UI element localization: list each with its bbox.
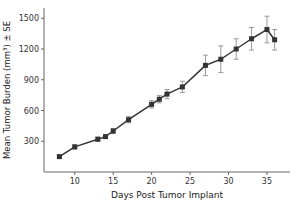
error-bar-path (57, 155, 62, 158)
data-point (249, 36, 254, 41)
data-point (126, 117, 131, 122)
error-bar (111, 128, 116, 133)
data-point (111, 129, 116, 134)
data-point (95, 137, 100, 142)
error-bar-path (126, 117, 131, 123)
data-point (272, 37, 277, 42)
y-tick-label: 600 (24, 107, 39, 116)
error-bar (149, 101, 154, 108)
y-axis-label: Mean Tumor Burden (mm³) ± SE (2, 21, 12, 159)
y-tick (41, 79, 44, 80)
data-point (72, 144, 77, 149)
x-tick-label: 10 (70, 177, 80, 186)
data-point (180, 84, 185, 89)
error-bar (72, 145, 77, 149)
y-tick (41, 110, 44, 111)
error-bar-path (249, 27, 254, 50)
y-tick (41, 18, 44, 19)
error-bar (103, 135, 108, 138)
error-bar-path (103, 135, 108, 138)
y-tick (41, 49, 44, 50)
data-point (264, 27, 269, 32)
y-tick-label: 1200 (19, 45, 39, 54)
x-tick-label: 25 (185, 177, 195, 186)
error-bar-path (72, 145, 77, 149)
error-bar (234, 39, 239, 60)
y-tick-label: 300 (24, 137, 39, 146)
error-bar (180, 81, 185, 92)
data-line (59, 30, 274, 157)
error-bar-path (264, 16, 269, 43)
error-bar-path (180, 81, 185, 92)
y-tick-label: 1500 (19, 14, 39, 23)
data-point (203, 63, 208, 68)
x-tick (228, 172, 229, 175)
x-tick-label: 20 (147, 177, 157, 186)
x-tick (190, 172, 191, 175)
x-tick (266, 172, 267, 175)
error-bar-path (272, 30, 277, 51)
error-bar (218, 46, 223, 73)
error-bar-path (218, 46, 223, 73)
y-tick-label: 900 (24, 76, 39, 85)
data-point (57, 154, 62, 159)
error-bar (249, 27, 254, 50)
error-bar (95, 137, 100, 141)
y-axis-line (44, 8, 45, 172)
error-bar (126, 117, 131, 123)
error-bar-path (165, 89, 170, 98)
error-bar-path (149, 101, 154, 108)
error-bar (264, 16, 269, 43)
data-point (234, 47, 239, 52)
data-point (165, 92, 170, 97)
x-axis-line (44, 172, 290, 173)
x-tick-label: 30 (223, 177, 233, 186)
error-bar (157, 96, 162, 103)
x-tick-label: 15 (108, 177, 118, 186)
error-bar (272, 30, 277, 51)
x-tick (74, 172, 75, 175)
x-tick-label: 35 (262, 177, 272, 186)
chart: 10 15 20 25 30 35 300 600 900 1200 1500 Days Post T… (0, 0, 300, 204)
error-bar (203, 55, 208, 76)
error-bar-path (111, 128, 116, 133)
error-bar-path (95, 137, 100, 141)
data-point (149, 102, 154, 107)
error-bar (165, 89, 170, 98)
error-bar-path (157, 96, 162, 103)
data-point (103, 134, 108, 139)
error-bar (57, 155, 62, 158)
x-tick (113, 172, 114, 175)
y-tick (41, 141, 44, 142)
x-axis-label: Days Post Tumor Implant (111, 190, 224, 200)
data-point (218, 57, 223, 62)
data-point (157, 97, 162, 102)
error-bar-path (203, 55, 208, 76)
plot-area (57, 16, 277, 159)
x-tick (151, 172, 152, 175)
error-bar-path (234, 39, 239, 60)
